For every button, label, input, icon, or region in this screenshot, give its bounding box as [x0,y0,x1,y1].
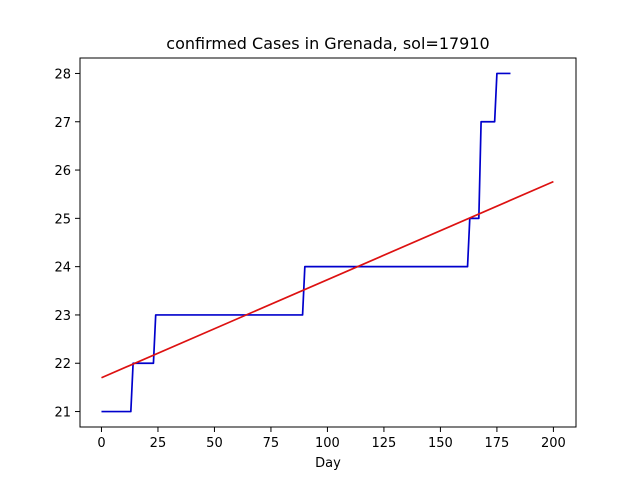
x-tick-label: 25 [150,436,167,451]
y-tick-label: 22 [54,357,71,372]
x-tick-label: 150 [428,436,453,451]
y-tick-label: 28 [54,67,71,82]
chart-title: confirmed Cases in Grenada, sol=17910 [166,34,489,53]
x-tick-label: 125 [372,436,397,451]
trend-line [101,180,554,379]
x-tick-label: 200 [541,436,566,451]
y-tick-label: 27 [54,116,71,131]
y-tick-label: 23 [54,309,71,324]
x-tick-label: 0 [97,436,105,451]
y-axis: 21 22 23 24 25 26 27 28 [54,67,80,421]
x-axis-label: Day [315,456,341,471]
plot-frame [79,57,577,428]
x-tick-label: 175 [484,436,509,451]
y-tick-label: 25 [54,212,71,227]
series-layer [101,72,554,413]
x-tick-label: 75 [263,436,280,451]
x-axis: 0 25 50 75 100 125 150 175 200 [97,427,566,451]
x-tick-label: 50 [206,436,223,451]
y-tick-label: 24 [54,261,71,276]
y-tick-label: 21 [54,406,71,421]
x-tick-label: 100 [315,436,340,451]
y-tick-label: 26 [54,164,71,179]
